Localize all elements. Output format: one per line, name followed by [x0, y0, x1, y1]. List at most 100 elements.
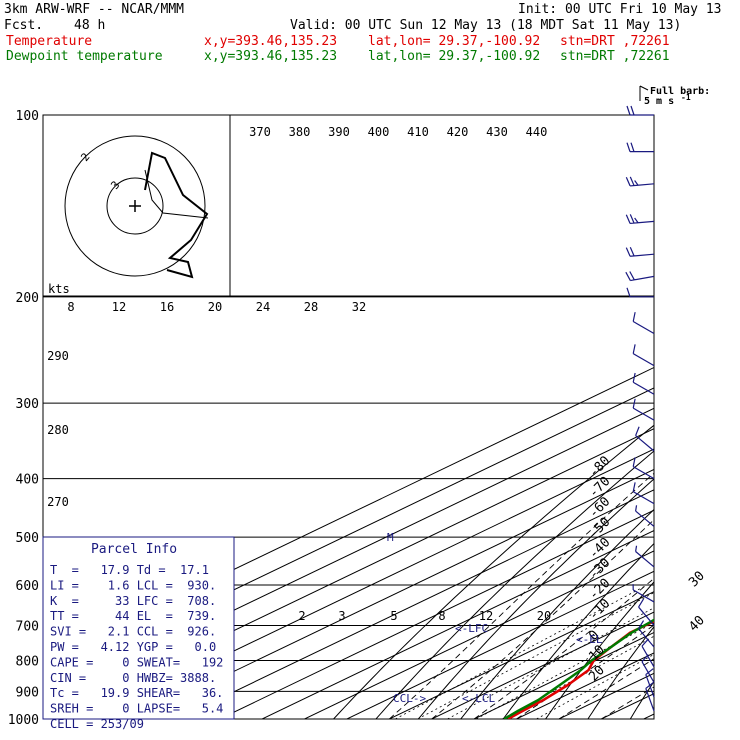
pressure-tick-label: 700 [16, 619, 39, 634]
parcel-row: CAPE = 0 SWEAT= 192 [50, 655, 223, 669]
wind-barb-staff [632, 589, 655, 603]
dewpoint-trace [503, 618, 654, 719]
barb-legend-flag [639, 85, 649, 91]
wind-barb-staff [638, 606, 655, 626]
dry-adiabat-300 [544, 581, 654, 719]
wind-barb-flag [629, 214, 635, 224]
hodograph-speed-label: 24 [256, 300, 270, 314]
pressure-tick-label: 300 [16, 397, 39, 412]
parcel-row: SREH = 0 LAPSE= 5.4 [50, 702, 223, 716]
parcel-row: TT = 44 EL = 739. [50, 609, 216, 623]
wind-barb-flag [632, 482, 636, 492]
hodograph-speed-label: 20 [208, 300, 222, 314]
init-time: Init: 00 UTC Fri 10 May 13 [518, 2, 722, 17]
parcel-info-box: Parcel Info T = 17.9 Td = 17.1LI = 1.6 LC… [42, 536, 235, 731]
forecast-label: Fcst. [4, 18, 44, 33]
wind-barb-staff [632, 353, 655, 367]
mixing-ratio-5 [447, 607, 654, 719]
dry-adiabat-340 [709, 128, 740, 732]
hodograph-speed-label: 28 [304, 300, 318, 314]
mixing-ratio-label: 3 [338, 609, 345, 623]
wind-barb-flag [629, 271, 635, 281]
dry-adiabat-320 [629, 680, 654, 719]
dewpoint-legend: Dewpoint temperature [6, 49, 163, 64]
parcel-row: CELL = 253/09 [50, 717, 144, 731]
dry-adiabat-270 [417, 478, 654, 719]
dry-adiabat-lines [332, 128, 740, 732]
theta-label: 430 [486, 125, 508, 139]
isotherm--20 [345, 570, 654, 719]
mixing-ratio-label: 8 [438, 609, 445, 623]
hodograph-trace [144, 151, 209, 279]
pressure-tick-label: 600 [16, 579, 39, 594]
dry-adiabat-330 [666, 128, 740, 732]
wind-barb-flag [632, 457, 636, 467]
wind-barb-flag [626, 287, 631, 298]
wind-barb-flag [632, 372, 636, 383]
lfc-marker: <-LFC [455, 622, 488, 635]
station-readout-red: stn=DRT ,72261 [560, 34, 670, 49]
wind-barb-flag [629, 246, 635, 257]
theta-label: 380 [289, 125, 311, 139]
moist-adiabat-10 [473, 577, 654, 719]
hodograph-ring [106, 177, 164, 235]
xy-readout-red: x,y=393.46,135.23 [204, 34, 338, 49]
latlon-readout-green: lat,lon= 29.37,-100.92 [368, 49, 541, 64]
wind-barb-flag [645, 682, 654, 689]
moist-adiabat-lines [389, 472, 654, 719]
mixing-ratio-20 [536, 653, 654, 719]
temperature-trace [507, 619, 654, 719]
isotherm--80 [91, 448, 654, 719]
isotherm--50 [218, 509, 654, 719]
hodograph-speed-label: 8 [67, 300, 74, 314]
wind-barbs: Full barb:5 m s -1 [625, 85, 710, 712]
wind-barb-staff [635, 435, 655, 452]
theta-label: 410 [407, 125, 429, 139]
valid-time: Valid: 00 UTC Sun 12 May 13 (18 MDT Sat … [290, 18, 682, 33]
parcel-row: Tc = 19.9 SHEAR= 36. [50, 686, 223, 700]
mixing-ratio-label: 20 [537, 609, 551, 623]
isotherm--30 [303, 550, 654, 719]
theta-label: 420 [447, 125, 469, 139]
model-title: 3km ARW-WRF -- NCAR/MMM [4, 2, 185, 17]
wind-barb-flag [641, 638, 649, 647]
pressure-tick-label: 1000 [8, 713, 39, 728]
isotherm-0 [430, 611, 654, 719]
wind-barb-flag [630, 142, 635, 152]
pressure-tick-label: 800 [16, 654, 39, 669]
barb-legend-exponent: -1 [681, 93, 691, 102]
parcel-panel [42, 536, 235, 720]
forecast-hour: 48 h [74, 18, 106, 33]
theta-label: 390 [328, 125, 350, 139]
wind-barb-staff [632, 381, 655, 395]
dry-adiabat-280 [460, 508, 654, 719]
wind-barb-flag [641, 654, 649, 663]
moist-adiabat--10 [389, 472, 654, 719]
wind-barb-staff [645, 688, 655, 712]
xy-readout-green: x,y=393.46,135.23 [204, 49, 338, 64]
wind-barb-staff [641, 645, 655, 668]
wind-barb-flag [635, 545, 638, 552]
theta-label-lower: 280 [47, 423, 69, 437]
temperature-tick-label: 40 [686, 613, 708, 635]
wind-barb-flag [625, 271, 631, 281]
hodograph-units: kts [48, 282, 70, 296]
theta-label: 370 [249, 125, 271, 139]
wind-barb-flag [625, 176, 631, 187]
wind-barb-flag [632, 344, 636, 354]
wind-barb-flag [626, 142, 631, 152]
parcel-title: Parcel Info [91, 542, 177, 557]
mixing-ratio-label: 12 [479, 609, 493, 623]
mixing-ratio-label: 5 [390, 609, 397, 623]
wind-barb-flag [626, 105, 631, 116]
hodograph-speed-label: 12 [112, 300, 126, 314]
mixing-ratio-label: 2 [298, 609, 305, 623]
mid-level-marker: M [387, 531, 394, 544]
temperature-tick-label: 30 [686, 569, 708, 591]
wind-barb-staff [630, 253, 655, 257]
lcl-marker: <-LCL [462, 692, 495, 705]
parcel-row: LI = 1.6 LCL = 930. [50, 578, 216, 592]
barb-legend-title: Full barb: [650, 86, 710, 97]
isotherm--60 [176, 489, 654, 719]
